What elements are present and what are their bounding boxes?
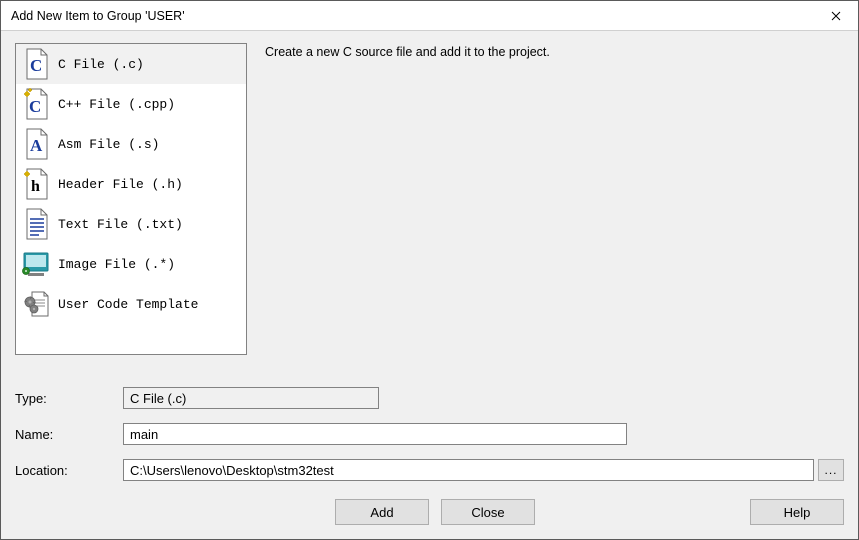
image-file-icon <box>22 247 52 281</box>
file-type-header[interactable]: h Header File (.h) <box>16 164 246 204</box>
close-icon[interactable] <box>813 1 858 31</box>
window-title: Add New Item to Group 'USER' <box>11 9 185 23</box>
file-type-text[interactable]: Text File (.txt) <box>16 204 246 244</box>
asm-file-icon: A <box>22 127 52 161</box>
location-input[interactable] <box>123 459 814 481</box>
add-button[interactable]: Add <box>335 499 429 525</box>
file-type-c[interactable]: C C File (.c) <box>16 44 246 84</box>
browse-button[interactable]: ... <box>818 459 844 481</box>
file-type-label: C++ File (.cpp) <box>58 97 175 112</box>
file-type-label: C File (.c) <box>58 57 144 72</box>
help-button[interactable]: Help <box>750 499 844 525</box>
button-row: Add Close Help <box>15 499 844 525</box>
description-text: Create a new C source file and add it to… <box>265 43 844 355</box>
file-type-list: C C File (.c) C <box>15 43 247 355</box>
file-type-label: Image File (.*) <box>58 257 175 272</box>
text-file-icon <box>22 207 52 241</box>
upper-panel: C C File (.c) C <box>15 43 844 355</box>
titlebar: Add New Item to Group 'USER' <box>1 1 858 31</box>
file-type-template[interactable]: User Code Template <box>16 284 246 324</box>
file-type-label: Text File (.txt) <box>58 217 183 232</box>
template-icon <box>22 287 52 321</box>
type-field: C File (.c) <box>123 387 379 409</box>
name-label: Name: <box>15 427 123 442</box>
dialog-content: C C File (.c) C <box>1 31 858 539</box>
svg-text:C: C <box>30 56 42 75</box>
file-type-cpp[interactable]: C C++ File (.cpp) <box>16 84 246 124</box>
file-type-label: Header File (.h) <box>58 177 183 192</box>
cpp-file-icon: C <box>22 87 52 121</box>
c-file-icon: C <box>22 47 52 81</box>
type-label: Type: <box>15 391 123 406</box>
form-grid: Type: C File (.c) Name: Location: ... <box>15 387 844 481</box>
close-button[interactable]: Close <box>441 499 535 525</box>
file-type-label: Asm File (.s) <box>58 137 159 152</box>
dialog-window: Add New Item to Group 'USER' C C File (.… <box>0 0 859 540</box>
header-file-icon: h <box>22 167 52 201</box>
file-type-asm[interactable]: A Asm File (.s) <box>16 124 246 164</box>
svg-text:A: A <box>30 136 43 155</box>
svg-text:C: C <box>29 97 41 116</box>
name-input[interactable] <box>123 423 627 445</box>
svg-text:h: h <box>31 178 40 195</box>
file-type-image[interactable]: Image File (.*) <box>16 244 246 284</box>
location-label: Location: <box>15 463 123 478</box>
file-type-label: User Code Template <box>58 297 198 312</box>
